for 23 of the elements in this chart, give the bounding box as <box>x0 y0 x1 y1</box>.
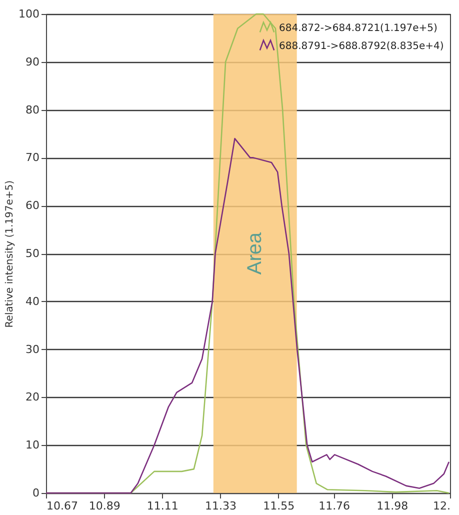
y-tick-label: 90 <box>26 55 40 68</box>
x-tick-label: 11.76 <box>318 500 350 512</box>
x-tick-label: 11.33 <box>205 500 237 512</box>
x-tick-label: 11.55 <box>263 500 295 512</box>
y-tick-label: 70 <box>26 151 40 164</box>
y-tick-label: 20 <box>26 390 40 404</box>
y-tick-label: 40 <box>26 294 40 308</box>
x-tick-label: 12. <box>433 500 450 512</box>
y-tick-label: 30 <box>26 342 40 356</box>
y-tick-label: 50 <box>26 247 40 260</box>
legend-label: 684.872->684.8721(1.197e+5) <box>279 23 438 34</box>
y-tick-label: 60 <box>26 199 40 212</box>
y-tick-label: 100 <box>18 8 40 20</box>
y-tick-label: 80 <box>26 103 40 116</box>
y-tick-label: 0 <box>32 486 40 500</box>
x-tick-label: 11.98 <box>376 500 408 512</box>
y-axis-title: Relative intensity (1.197e+5) <box>4 180 16 328</box>
legend-label: 688.8791->688.8792(8.835e+4) <box>279 41 444 52</box>
y-tick-label: 10 <box>26 438 40 452</box>
band-label: Area <box>244 232 266 275</box>
x-tick-label: 10.89 <box>88 500 120 512</box>
x-tick-label: 11.11 <box>146 500 178 512</box>
x-tick-label: 10.67 <box>46 500 78 512</box>
